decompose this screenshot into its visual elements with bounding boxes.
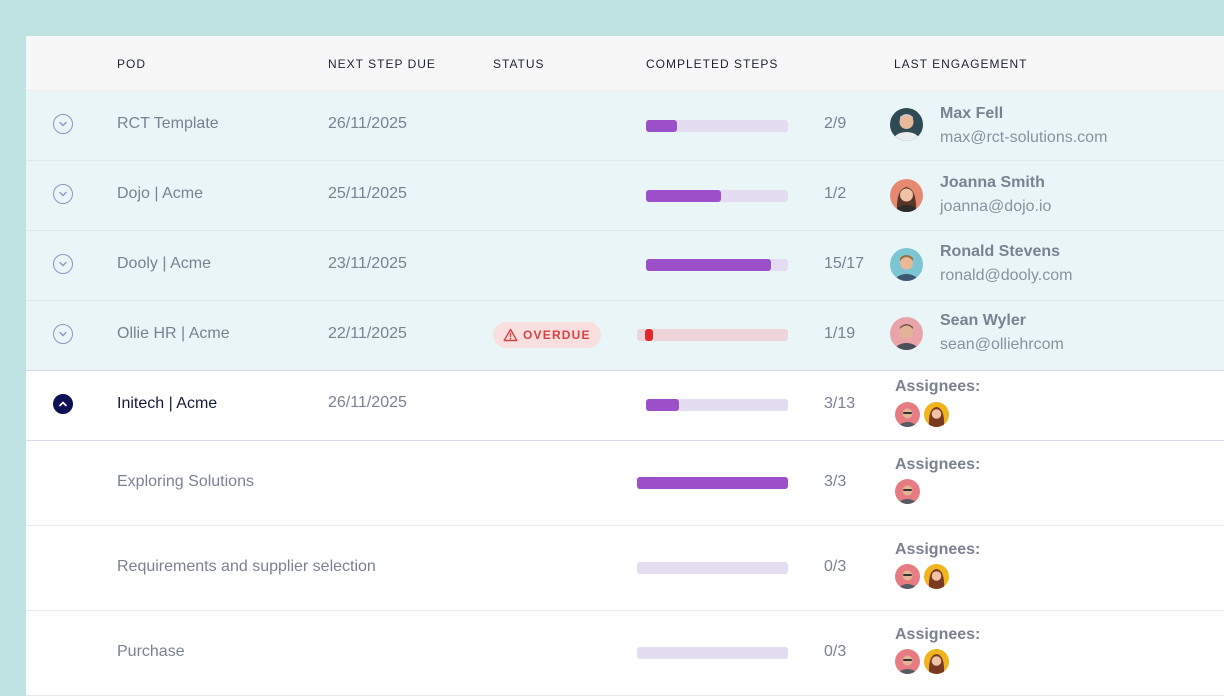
assignee-avatar[interactable] (924, 402, 949, 427)
avatar (890, 317, 923, 350)
completed-count: 15/17 (824, 255, 865, 272)
pod-name[interactable]: Ollie HR | Acme (117, 325, 230, 342)
assignee-avatar[interactable] (895, 402, 920, 427)
next-step-due: 23/11/2025 (328, 255, 407, 272)
completed-count: 2/9 (824, 115, 847, 132)
progress-bar (646, 190, 788, 202)
assignee-avatar[interactable] (895, 564, 920, 589)
next-step-due: 25/11/2025 (328, 185, 407, 202)
completed-count: 0/3 (824, 558, 847, 575)
chevron-down-icon (59, 261, 67, 267)
collapse-row-button[interactable] (53, 394, 73, 414)
col-pod[interactable]: POD (117, 57, 147, 71)
assignees-label: Assignees: (895, 378, 981, 395)
status-label: OVERDUE (523, 328, 591, 342)
user-name: Joanna Smith (940, 174, 1045, 191)
completed-count: 1/2 (824, 185, 847, 202)
avatar (890, 108, 923, 141)
completed-count: 3/3 (824, 473, 847, 490)
expand-row-button[interactable] (53, 114, 73, 134)
assignees-label: Assignees: (895, 541, 981, 558)
pod-name[interactable]: Initech | Acme (117, 395, 218, 412)
col-last-engagement[interactable]: LAST ENGAGEMENT (894, 57, 1028, 71)
progress-bar (637, 329, 788, 341)
step-row[interactable]: Requirements and supplier selection 0/3 … (26, 526, 1224, 611)
completed-count: 0/3 (824, 643, 847, 660)
progress-bar (637, 477, 788, 489)
col-next-step-due[interactable]: NEXT STEP DUE (328, 57, 436, 71)
progress-bar (646, 120, 788, 132)
progress-bar (637, 647, 788, 659)
progress-bar (646, 399, 788, 411)
assignee-avatar[interactable] (895, 649, 920, 674)
assignees-label: Assignees: (895, 626, 981, 643)
user-email[interactable]: ronald@dooly.com (940, 267, 1073, 284)
next-step-due: 26/11/2025 (328, 394, 407, 411)
warning-icon (503, 328, 518, 342)
chevron-down-icon (59, 121, 67, 127)
assignee-avatar[interactable] (924, 649, 949, 674)
progress-bar (637, 562, 788, 574)
expand-row-button[interactable] (53, 184, 73, 204)
user-email[interactable]: sean@olliehrcom (940, 336, 1064, 353)
pod-name[interactable]: RCT Template (117, 115, 219, 132)
col-completed-steps[interactable]: COMPLETED STEPS (646, 57, 779, 71)
table-row[interactable]: RCT Template 26/11/2025 2/9 Max Fell max… (26, 91, 1224, 161)
expand-row-button[interactable] (53, 254, 73, 274)
step-name[interactable]: Requirements and supplier selection (117, 558, 376, 575)
expand-row-button[interactable] (53, 324, 73, 344)
next-step-due: 22/11/2025 (328, 325, 407, 342)
table-row[interactable]: Dooly | Acme 23/11/2025 15/17 Ronald Ste… (26, 231, 1224, 301)
assignee-avatar[interactable] (924, 564, 949, 589)
chevron-up-icon (59, 401, 67, 407)
completed-count: 1/19 (824, 325, 856, 342)
user-name: Sean Wyler (940, 312, 1026, 329)
step-name[interactable]: Purchase (117, 643, 185, 660)
assignees-label: Assignees: (895, 456, 981, 473)
col-status[interactable]: STATUS (493, 57, 545, 71)
progress-bar (646, 259, 788, 271)
assignee-avatar[interactable] (895, 479, 920, 504)
user-name: Max Fell (940, 105, 1004, 122)
chevron-down-icon (59, 331, 67, 337)
step-row[interactable]: Exploring Solutions 3/3 Assignees: (26, 441, 1224, 526)
table-row-expanded[interactable]: Initech | Acme 26/11/2025 3/13 Assignees… (26, 371, 1224, 441)
table-header: POD NEXT STEP DUE STATUS COMPLETED STEPS… (26, 36, 1224, 91)
user-email[interactable]: max@rct-solutions.com (940, 129, 1108, 146)
next-step-due: 26/11/2025 (328, 115, 407, 132)
user-name: Ronald Stevens (940, 243, 1061, 260)
pod-name[interactable]: Dojo | Acme (117, 185, 203, 202)
pod-name[interactable]: Dooly | Acme (117, 255, 211, 272)
chevron-down-icon (59, 191, 67, 197)
step-row[interactable]: Purchase 0/3 Assignees: (26, 611, 1224, 696)
status-badge: OVERDUE (493, 322, 601, 348)
completed-count: 3/13 (824, 395, 856, 412)
avatar (890, 179, 923, 212)
pods-table: POD NEXT STEP DUE STATUS COMPLETED STEPS… (26, 36, 1224, 696)
step-name[interactable]: Exploring Solutions (117, 473, 254, 490)
user-email[interactable]: joanna@dojo.io (940, 198, 1052, 215)
table-row[interactable]: Dojo | Acme 25/11/2025 1/2 Joanna Smith … (26, 161, 1224, 231)
table-row[interactable]: Ollie HR | Acme 22/11/2025 OVERDUE 1/19 … (26, 301, 1224, 371)
avatar (890, 248, 923, 281)
